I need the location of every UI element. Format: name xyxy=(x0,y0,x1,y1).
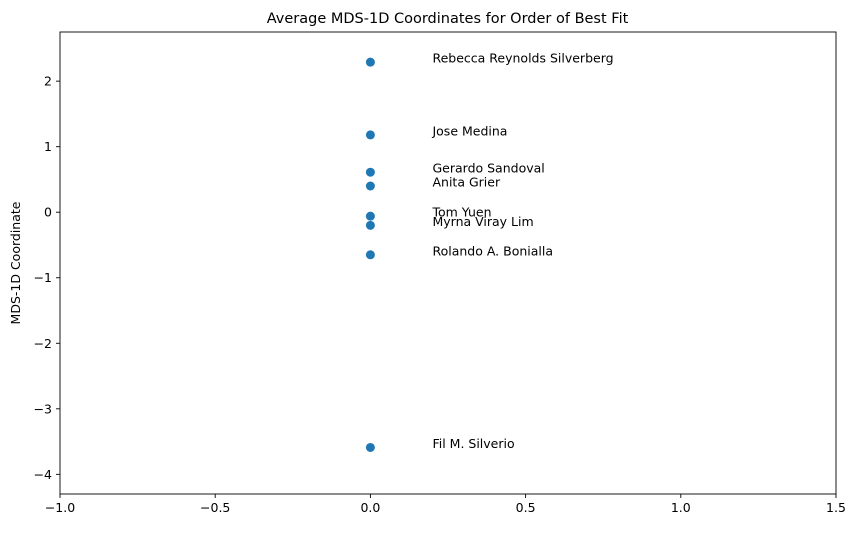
y-tick-label: 2 xyxy=(44,74,52,89)
y-tick-label: −4 xyxy=(34,467,52,482)
point-label: Myrna Viray Lim xyxy=(432,214,533,229)
data-point xyxy=(365,57,375,67)
y-tick-label: −3 xyxy=(34,401,52,416)
data-point xyxy=(365,181,375,191)
plot-frame xyxy=(59,31,837,495)
y-tick-label: −1 xyxy=(34,270,52,285)
point-label: Tom Yuen xyxy=(431,205,491,220)
x-tick-label: 1.5 xyxy=(826,500,846,515)
y-axis-label: MDS-1D Coordinate xyxy=(8,201,23,324)
data-point xyxy=(365,167,375,177)
y-tick-label: 0 xyxy=(44,205,52,220)
chart-title: Average MDS-1D Coordinates for Order of … xyxy=(267,11,629,27)
x-tick-label: 0.0 xyxy=(360,500,380,515)
x-tick-label: −1.0 xyxy=(45,500,75,515)
point-label: Jose Medina xyxy=(431,123,507,138)
data-point xyxy=(365,220,375,230)
y-tick-label: 1 xyxy=(44,139,52,154)
x-tick-label: 0.5 xyxy=(516,500,536,515)
point-label: Rolando A. Bonialla xyxy=(432,243,553,258)
x-tick-label: 1.0 xyxy=(671,500,691,515)
x-tick-label: −0.5 xyxy=(200,500,230,515)
data-point xyxy=(365,211,375,221)
y-tick-label: −2 xyxy=(34,336,52,351)
point-label: Gerardo Sandoval xyxy=(432,161,544,176)
data-point xyxy=(365,442,375,452)
point-label: Fil M. Silverio xyxy=(432,436,514,451)
data-point xyxy=(365,130,375,140)
point-label: Anita Grier xyxy=(432,175,500,190)
point-label: Rebecca Reynolds Silverberg xyxy=(432,51,613,66)
data-point xyxy=(365,250,375,260)
